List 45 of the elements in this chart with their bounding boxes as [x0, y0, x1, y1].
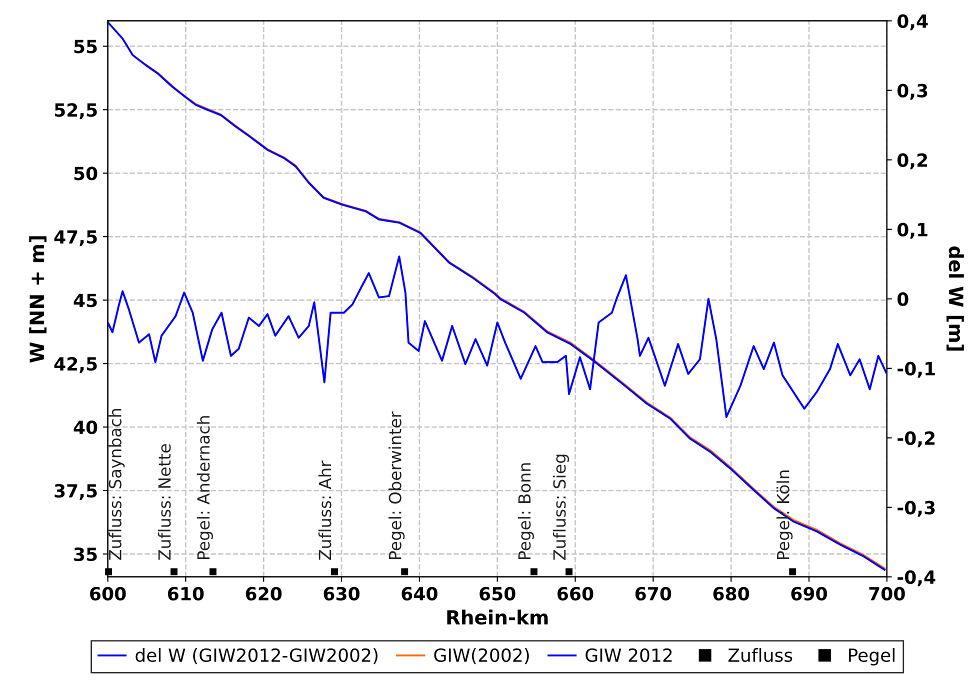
y2-axis-title: del W [m]	[946, 246, 964, 351]
y2-tick-label: 0	[897, 292, 908, 306]
x-tick-label: 640	[402, 586, 438, 601]
y2-tick-label: 0,2	[897, 153, 928, 170]
y-tick-label: 35	[74, 547, 97, 562]
y2-tick-label: -0,3	[898, 500, 935, 517]
annotation: Pegel: Andernach	[196, 416, 213, 560]
y-tick-label: 50	[74, 166, 98, 180]
y2-tick-label: 0,4	[897, 14, 928, 30]
y-tick-label: 40	[74, 420, 98, 434]
y-tick-label: 45	[74, 294, 97, 308]
y-axis-title: W [NN + m]	[29, 236, 46, 363]
y2-tick-label: -0,2	[898, 431, 935, 448]
x-tick-label: 660	[558, 586, 594, 601]
y-tick-label: 47,5	[54, 230, 97, 246]
x-tick-label: 600	[90, 586, 126, 601]
x-tick-label: 680	[713, 586, 750, 601]
annotation: Pegel: Oberwinter	[388, 411, 405, 560]
annotation: Zufluss: Saynbach	[108, 409, 125, 560]
legend-label: del W (GIW2012-GIW2002)	[136, 648, 378, 664]
y2-tick-label: 0,1	[897, 222, 928, 239]
annotation: Zufluss: Ahr	[318, 460, 332, 560]
y-tick-label: 52,5	[54, 103, 97, 120]
y2-tick-label: -0,1	[898, 362, 935, 378]
y-tick-label: 37,5	[54, 484, 97, 500]
annotation: Zufluss: Sieg	[552, 454, 570, 560]
legend-label: Pegel	[849, 648, 894, 666]
x-tick-label: 610	[168, 586, 204, 601]
x-tick-label: 630	[324, 586, 360, 601]
annotation: Pegel: Bonn	[518, 463, 534, 560]
legend-label: GIW(2002)	[434, 648, 529, 664]
x-tick-label: 650	[480, 586, 516, 601]
x-tick-label: 670	[635, 586, 672, 601]
annotation: Zufluss: Nette	[158, 444, 171, 560]
y2-tick-label: 0,3	[897, 84, 928, 100]
legend-label: Zufluss	[728, 648, 792, 662]
x-tick-label: 690	[791, 586, 827, 601]
legend-label: GIW 2012	[586, 648, 672, 662]
annotation: Pegel: Köln	[776, 470, 793, 560]
x-axis-title: Rhein-km	[447, 610, 548, 625]
y-tick-label: 42,5	[54, 357, 97, 374]
x-tick-label: 620	[246, 586, 282, 601]
x-tick-label: 700	[869, 586, 905, 601]
y-tick-label: 55	[74, 40, 97, 54]
y2-tick-label: -0,4	[898, 570, 936, 586]
